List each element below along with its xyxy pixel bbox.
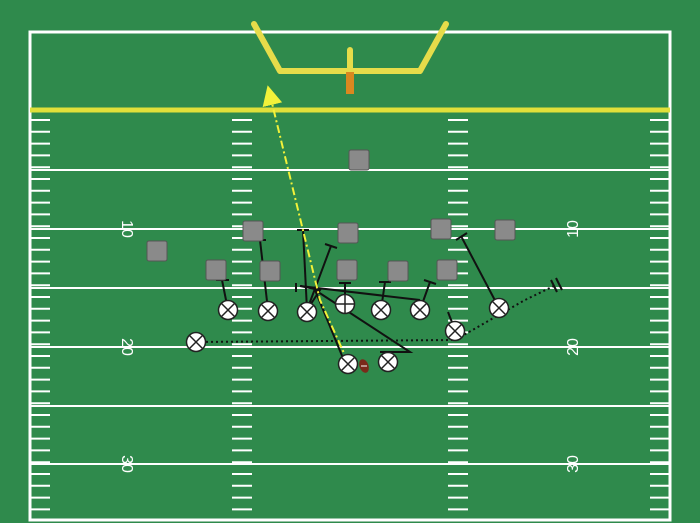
yard-number-left-30: 30 — [118, 455, 135, 473]
route-end-marker — [550, 277, 563, 293]
hash-marks — [30, 119, 670, 511]
defense-player — [348, 149, 370, 171]
defense-player — [336, 259, 358, 281]
offense-player — [185, 331, 207, 353]
defense-player — [430, 218, 452, 240]
offense-player — [377, 351, 399, 373]
yard-number-right-10: 10 — [565, 220, 582, 238]
yard-number-left-20: 20 — [118, 338, 135, 356]
route-motion-dotted — [195, 284, 557, 343]
defense-player — [494, 219, 516, 241]
offense-player — [370, 299, 392, 321]
yard-number-right-30: 30 — [565, 455, 582, 473]
defense-player — [242, 220, 264, 242]
offense-player — [257, 300, 279, 322]
defense-player — [205, 259, 227, 281]
defense-player — [387, 260, 409, 282]
goalpost-pad — [346, 72, 354, 94]
offense-players — [185, 293, 510, 375]
defense-player — [259, 260, 281, 282]
offense-player — [444, 320, 466, 342]
yard-lines — [30, 169, 670, 465]
offense-player — [217, 299, 239, 321]
yard-number-left-10: 10 — [118, 220, 135, 238]
defense-player — [436, 259, 458, 281]
field-boundary — [28, 30, 672, 522]
offense-player — [337, 353, 359, 375]
offense-center — [334, 293, 356, 315]
pass-route — [262, 85, 349, 363]
offense-player — [296, 301, 318, 323]
defense-players — [146, 149, 516, 282]
yard-number-right-20: 20 — [565, 338, 582, 356]
offense-player — [409, 299, 431, 321]
defense-player — [146, 240, 168, 262]
offense-player — [488, 297, 510, 319]
defense-player — [337, 222, 359, 244]
football-icon — [359, 359, 369, 373]
